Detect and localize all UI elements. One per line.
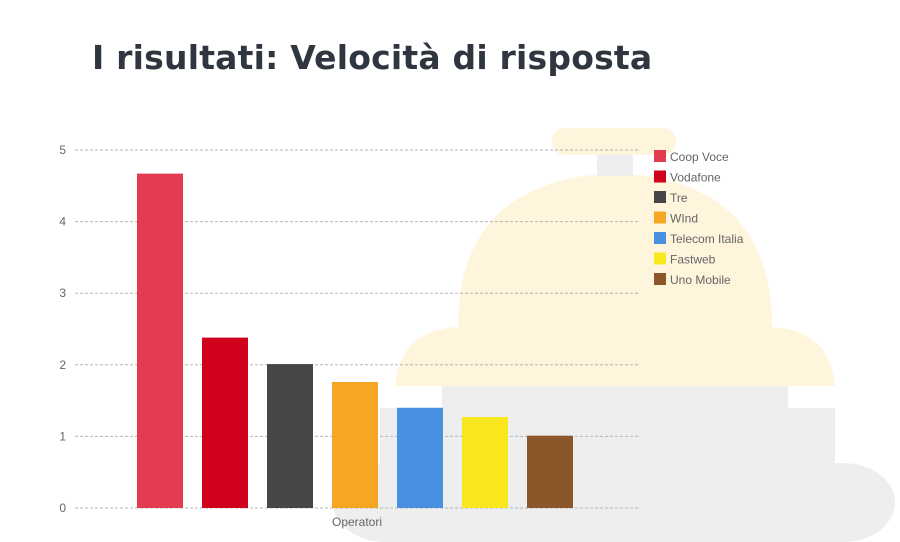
legend-label: Tre <box>670 191 688 205</box>
bar-wind <box>332 381 378 508</box>
legend-label: Coop Voce <box>670 150 729 164</box>
page-title: I risultati: Velocità di risposta <box>92 38 653 77</box>
y-tick-label: 1 <box>59 429 66 443</box>
legend-item[interactable]: Fastweb <box>654 252 716 267</box>
x-axis-title: Operatori <box>332 515 382 529</box>
legend-swatch <box>654 232 666 244</box>
legend-swatch <box>654 211 666 224</box>
y-tick-label: 5 <box>59 143 66 157</box>
bars <box>137 173 573 509</box>
legend-label: Telecom Italia <box>670 232 744 246</box>
legend-label: Fastweb <box>670 253 716 267</box>
legend-item[interactable]: WInd <box>654 211 698 226</box>
legend-item[interactable]: Tre <box>654 191 688 205</box>
legend-swatch <box>654 191 666 203</box>
legend: Coop Voce Vodafone Tre WInd Telecom Italia Fa… <box>654 150 744 287</box>
bar-vodafone <box>202 337 248 508</box>
bar-tre <box>267 364 313 508</box>
legend-swatch <box>654 170 666 183</box>
bar-uno-mobile <box>527 435 573 508</box>
bell-icon <box>333 128 895 542</box>
y-tick-label: 3 <box>59 286 66 300</box>
legend-swatch <box>654 273 666 285</box>
bar-fastweb <box>462 417 508 508</box>
bar-telecom-italia <box>397 407 443 508</box>
y-tick-label: 4 <box>59 215 66 229</box>
legend-item[interactable]: Coop Voce <box>654 150 729 164</box>
legend-label: Uno Mobile <box>670 273 731 287</box>
legend-label: Vodafone <box>670 171 721 185</box>
legend-item[interactable]: Vodafone <box>654 170 721 185</box>
legend-item[interactable]: Uno Mobile <box>654 273 731 287</box>
y-tick-label: 0 <box>59 501 66 515</box>
legend-swatch <box>654 252 666 265</box>
legend-label: WInd <box>670 212 698 226</box>
bar-coop-voce <box>137 173 183 509</box>
y-tick-label: 2 <box>59 358 66 372</box>
legend-item[interactable]: Telecom Italia <box>654 232 744 246</box>
legend-swatch <box>654 150 666 162</box>
y-axis: 0 1 2 3 4 5 <box>59 143 66 515</box>
